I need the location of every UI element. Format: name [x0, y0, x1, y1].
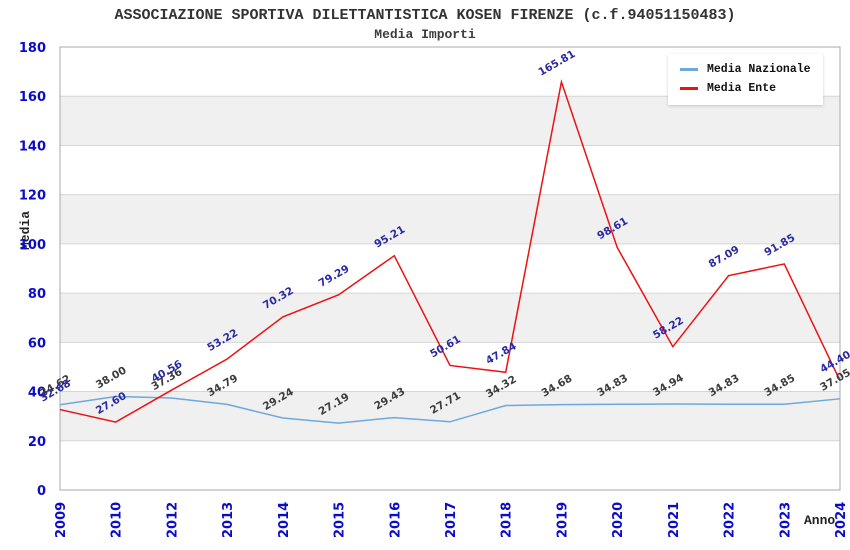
chart-title: ASSOCIAZIONE SPORTIVA DILETTANTISTICA KO… — [114, 7, 736, 24]
point-label-media-ente: 79.29 — [317, 263, 352, 290]
x-tick-label: 2013 — [221, 502, 236, 538]
x-tick-label: 2020 — [611, 502, 626, 538]
legend-item-media-nazionale: Media Nazionale — [680, 60, 811, 79]
legend-label-media-ente: Media Ente — [707, 82, 777, 95]
chart-subtitle: Media Importi — [374, 27, 476, 42]
y-tick-label: 180 — [19, 41, 46, 56]
y-tick-label: 0 — [37, 484, 46, 499]
plot-band — [60, 293, 840, 343]
series-line-media-ente — [59, 78, 841, 423]
y-tick-label: 160 — [19, 90, 46, 105]
x-tick-label: 2024 — [834, 502, 849, 538]
x-tick-label: 2021 — [667, 502, 682, 538]
plot-band — [60, 194, 840, 244]
x-tick-label: 2018 — [500, 502, 515, 538]
y-tick-label: 140 — [19, 139, 46, 154]
y-tick-label: 120 — [19, 189, 46, 204]
x-tick-label: 2014 — [277, 502, 292, 538]
point-label-media-ente: 165.81 — [536, 48, 577, 79]
y-tick-label: 60 — [28, 336, 46, 351]
media-ente-line-swatch — [680, 87, 698, 90]
media-nazionale-line-swatch — [680, 68, 698, 71]
legend: Media Nazionale Media Ente — [668, 54, 823, 105]
legend-item-media-ente: Media Ente — [680, 79, 811, 98]
x-tick-label: 2010 — [110, 502, 125, 538]
x-tick-label: 2016 — [388, 502, 403, 538]
x-tick-label: 2009 — [54, 502, 69, 538]
series-line-media-nazionale — [59, 395, 841, 424]
legend-label-media-nazionale: Media Nazionale — [707, 63, 811, 76]
x-tick-label: 2022 — [723, 502, 738, 538]
y-tick-label: 40 — [28, 386, 46, 401]
point-label-media-ente: 87.09 — [707, 244, 742, 271]
plot-border — [59, 46, 841, 491]
x-tick-label: 2015 — [333, 502, 348, 538]
x-tick-label: 2019 — [555, 502, 570, 538]
y-tick-label: 100 — [19, 238, 46, 253]
x-tick-label: 2017 — [444, 502, 459, 538]
x-tick-label: 2012 — [165, 502, 180, 538]
point-label-media-ente: 47.84 — [484, 340, 519, 367]
y-tick-label: 80 — [28, 287, 46, 302]
point-label-media-nazionale: 38.00 — [94, 364, 129, 391]
x-tick-label: 2023 — [778, 502, 793, 538]
y-tick-label: 20 — [28, 435, 46, 450]
x-axis-title: Anno — [804, 513, 836, 528]
